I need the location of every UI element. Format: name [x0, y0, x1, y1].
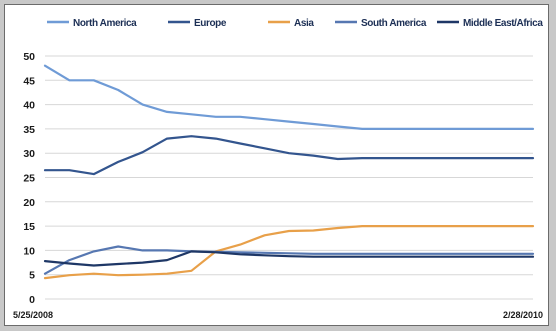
series-line-north-america: [43, 64, 535, 131]
y-tick-label: 0: [29, 294, 35, 306]
series-line-middle-east-africa: [43, 250, 535, 267]
y-tick-label: 35: [23, 124, 35, 136]
legend-item-europe: Europe: [168, 18, 227, 29]
legend: North America Europe Asia South America Midd…: [47, 18, 544, 29]
legend-item-north-america: North America: [47, 18, 138, 29]
y-tick-label: 15: [23, 221, 35, 233]
series-line-south-america: [43, 245, 535, 275]
legend-label: South America: [361, 18, 427, 29]
x-axis: 5/25/2008 2/28/2010: [13, 310, 543, 320]
y-tick-label: 10: [23, 245, 35, 257]
y-tick-label: 5: [29, 270, 35, 282]
y-tick-label: 45: [23, 75, 35, 87]
legend-label: Asia: [294, 18, 314, 29]
legend-item-asia: Asia: [268, 18, 315, 29]
series-line-asia: [43, 225, 535, 280]
y-tick-label: 50: [23, 51, 35, 63]
legend-label: Middle East/Africa: [463, 18, 543, 29]
legend-item-south-america: South America: [335, 18, 427, 29]
legend-label: Europe: [194, 18, 227, 29]
x-tick-label-end: 2/28/2010: [503, 310, 543, 320]
chart-frame: 0 5 10 15 20 25 30 35 40 45 50 5/25/2008 2/28/2010 …: [4, 4, 549, 326]
legend-item-middle-east-africa: Middle East/Africa: [437, 18, 544, 29]
grid-layer: [45, 55, 533, 300]
y-tick-label: 30: [23, 148, 35, 160]
y-axis: 0 5 10 15 20 25 30 35 40 45 50: [23, 51, 35, 306]
legend-label: North America: [73, 18, 137, 29]
series-line-europe: [43, 135, 535, 176]
series-layer: [43, 64, 535, 280]
x-tick-label-start: 5/25/2008: [13, 310, 53, 320]
y-tick-label: 25: [23, 173, 35, 185]
y-tick-label: 40: [23, 100, 35, 112]
y-tick-label: 20: [23, 197, 35, 209]
